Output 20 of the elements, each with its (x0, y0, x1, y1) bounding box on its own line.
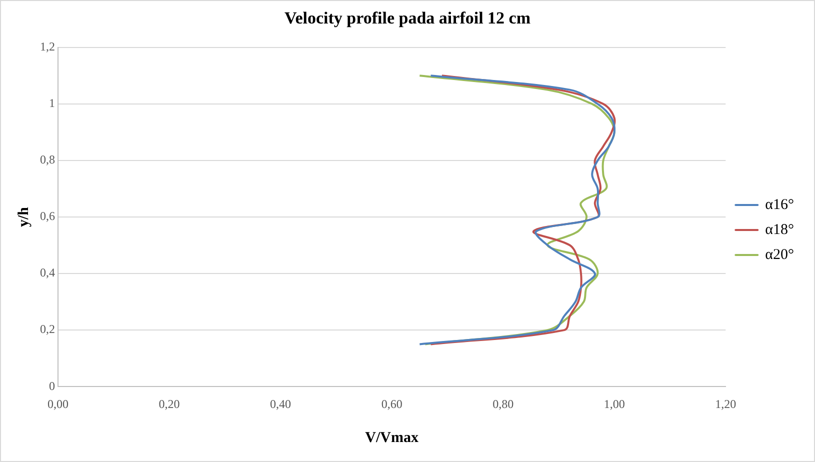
y-tick-label: 0,2 (40, 322, 55, 336)
y-tick-label: 1,2 (40, 40, 55, 54)
x-tick-label: 1,00 (604, 396, 625, 411)
x-tick-label: 0,40 (270, 396, 292, 411)
y-tick-label: 1 (49, 96, 55, 110)
chart-title: Velocity profile pada airfoil 12 cm (284, 8, 531, 28)
legend-label: α20° (765, 246, 794, 263)
x-tick-label: 0,00 (48, 396, 68, 411)
legend-label: α16° (765, 196, 794, 213)
legend-label: α18° (765, 222, 794, 238)
y-tick-label: 0,6 (40, 209, 55, 224)
y-tick-label: 0 (49, 378, 55, 393)
y-axis-title: y/h (16, 206, 32, 228)
x-tick-label: 0,20 (158, 396, 180, 411)
y-tick-label: 0,4 (40, 266, 55, 280)
y-tick-label: 0,8 (40, 152, 55, 167)
x-tick-label: 0,80 (492, 396, 514, 411)
x-tick-label: 0,60 (381, 396, 402, 411)
x-axis-title: V/Vmax (365, 430, 419, 446)
x-tick-label: 1,20 (715, 396, 736, 411)
